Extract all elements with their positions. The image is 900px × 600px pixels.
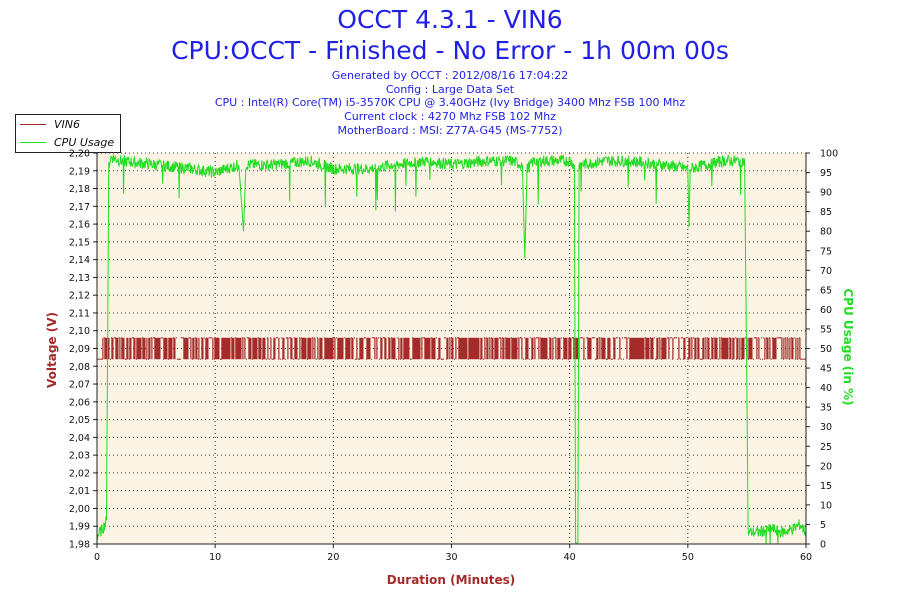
y-tick-label: 2,15 [69, 237, 90, 248]
info-config: Config : Large Data Set [385, 82, 515, 96]
chart-subtitle: CPU:OCCT - Finished - No Error - 1h 00m … [171, 36, 729, 65]
legend: VIN6 CPU Usage [15, 114, 121, 153]
y2-tick-label: 95 [820, 168, 832, 179]
y2-tick-label: 40 [820, 383, 832, 394]
y2-tick-label: 0 [820, 540, 826, 551]
y2-axis-label: CPU Usage (in %) [841, 288, 855, 406]
y2-tick-label: 60 [820, 305, 832, 316]
x-axis-label: Duration (Minutes) [386, 573, 516, 587]
y2-tick-label: 75 [820, 246, 832, 257]
x-tick-label: 40 [564, 552, 576, 563]
x-tick-label: 10 [209, 552, 221, 563]
y-tick-label: 1,99 [69, 522, 90, 533]
y2-tick-label: 10 [820, 500, 832, 511]
x-tick-label: 60 [800, 552, 812, 563]
vin6-oscillation [102, 337, 801, 360]
y2-tick-label: 45 [820, 364, 832, 375]
y-axis-ticks: 1,98 1,99 2,00 2,01 2,02 2,03 2,04 2,05 2,06 2,07… [69, 149, 97, 551]
info-clock: Current clock : 4270 Mhz FSB 102 Mhz [344, 110, 556, 124]
y-tick-label: 2,07 [69, 380, 90, 391]
y-tick-label: 2,01 [69, 486, 90, 497]
x-tick-label: 0 [94, 552, 100, 563]
y2-tick-label: 15 [820, 481, 832, 492]
info-generated: Generated by OCCT : 2012/08/16 17:04:22 [331, 69, 569, 82]
legend-label-vin6: VIN6 [54, 117, 80, 131]
y-tick-label: 2,02 [69, 468, 90, 479]
y-tick-label: 2,10 [69, 326, 90, 337]
info-cpu: CPU : Intel(R) Core(TM) i5-3570K CPU @ 3… [214, 96, 686, 110]
legend-item-vin6: VIN6 [20, 117, 80, 131]
y-tick-label: 2,20 [69, 149, 90, 160]
x-tick-label: 50 [682, 552, 694, 563]
y2-axis-ticks: 0 5 10 15 20 25 30 35 40 45 50 55 60 65 70 75 80 85 90 95 10… [806, 149, 838, 551]
y2-tick-label: 30 [820, 422, 832, 433]
x-tick-label: 20 [327, 552, 339, 563]
x-tick-label: 30 [445, 552, 457, 563]
y-tick-label: 2,19 [69, 166, 90, 177]
y2-tick-label: 70 [820, 266, 832, 277]
y-tick-label: 2,11 [69, 308, 90, 319]
y2-tick-label: 25 [820, 442, 832, 453]
y-tick-label: 2,17 [69, 202, 90, 213]
y2-tick-label: 35 [820, 403, 832, 414]
y2-tick-label: 50 [820, 344, 832, 355]
y-tick-label: 2,16 [69, 220, 90, 231]
vin6-series [97, 337, 806, 360]
legend-swatch-vin6 [20, 123, 46, 125]
y-tick-label: 2,03 [69, 451, 90, 462]
y-tick-label: 1,98 [69, 540, 90, 551]
info-motherboard: MotherBoard : MSI: Z77A-G45 (MS-7752) [337, 123, 563, 137]
y-tick-label: 2,13 [69, 273, 90, 284]
legend-swatch-cpu [20, 141, 46, 143]
cpu-usage-series [96, 153, 807, 545]
y2-tick-label: 65 [820, 285, 832, 296]
y-tick-label: 2,14 [69, 255, 90, 266]
y2-tick-label: 80 [820, 227, 832, 238]
y-tick-label: 2,06 [69, 397, 90, 408]
y-tick-label: 2,08 [69, 362, 90, 373]
x-axis-ticks: 0 10 20 30 40 50 60 [94, 544, 812, 563]
y-tick-label: 2,00 [69, 504, 90, 515]
y2-tick-label: 5 [820, 520, 826, 531]
y2-tick-label: 100 [820, 149, 838, 160]
y-tick-label: 2,12 [69, 291, 90, 302]
y-axis-label: Voltage (V) [45, 312, 59, 388]
y-tick-label: 2,18 [69, 184, 90, 195]
y2-tick-label: 85 [820, 207, 832, 218]
y-tick-label: 2,09 [69, 344, 90, 355]
y-tick-label: 2,05 [69, 415, 90, 426]
y-tick-label: 2,04 [69, 433, 90, 444]
y2-tick-label: 20 [820, 461, 832, 472]
y2-tick-label: 55 [820, 324, 832, 335]
chart-title: OCCT 4.3.1 - VIN6 [337, 5, 563, 34]
y2-tick-label: 90 [820, 188, 832, 199]
chart-info: Generated by OCCT : 2012/08/16 17:04:22 … [0, 69, 900, 138]
legend-label-cpu: CPU Usage [54, 135, 115, 149]
legend-item-cpu: CPU Usage [20, 135, 114, 149]
